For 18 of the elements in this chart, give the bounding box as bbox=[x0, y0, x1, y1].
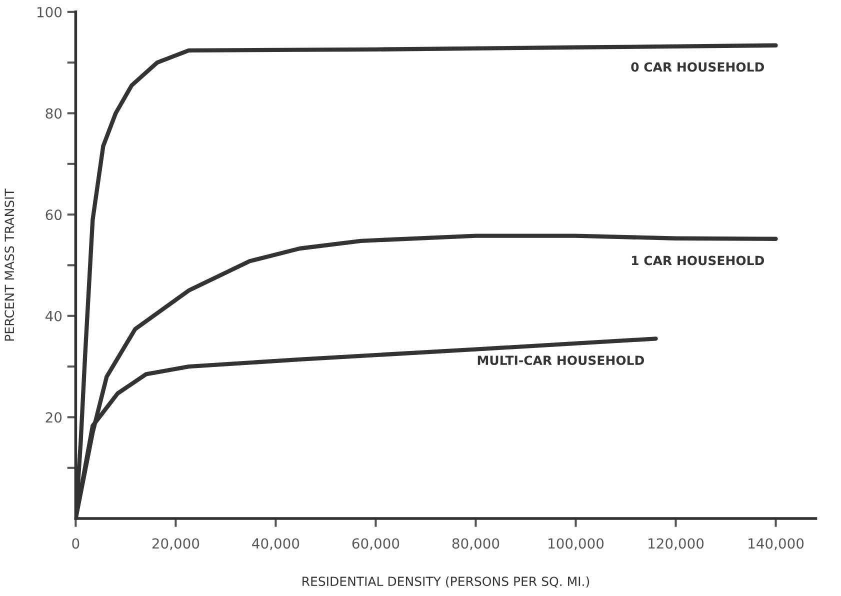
series-label: 0 CAR HOUSEHOLD bbox=[631, 62, 764, 72]
x-tick-label: 100,000 bbox=[548, 538, 604, 550]
x-tick-label: 60,000 bbox=[352, 538, 400, 550]
x-tick-label: 140,000 bbox=[748, 538, 804, 550]
y-axis-title: PERCENT MASS TRANSIT bbox=[4, 188, 14, 341]
x-axis-title: RESIDENTIAL DENSITY (PERSONS PER SQ. MI.) bbox=[302, 576, 590, 588]
y-tick-label: 40 bbox=[46, 310, 62, 322]
y-tick-label: 100 bbox=[38, 6, 62, 18]
series-label: MULTI-CAR HOUSEHOLD bbox=[478, 356, 644, 366]
series-label: 1 CAR HOUSEHOLD bbox=[632, 256, 764, 266]
x-tick-label: 0 bbox=[72, 538, 80, 549]
x-tick-label: 40,000 bbox=[252, 538, 300, 550]
y-tick-label: 80 bbox=[46, 108, 62, 119]
x-tick-label: 80,000 bbox=[452, 538, 500, 550]
y-tick-label: 60 bbox=[46, 210, 62, 220]
y-tick-label: 20 bbox=[46, 412, 62, 423]
x-tick-label: 120,000 bbox=[648, 538, 704, 550]
x-tick-label: 20,000 bbox=[152, 538, 200, 550]
